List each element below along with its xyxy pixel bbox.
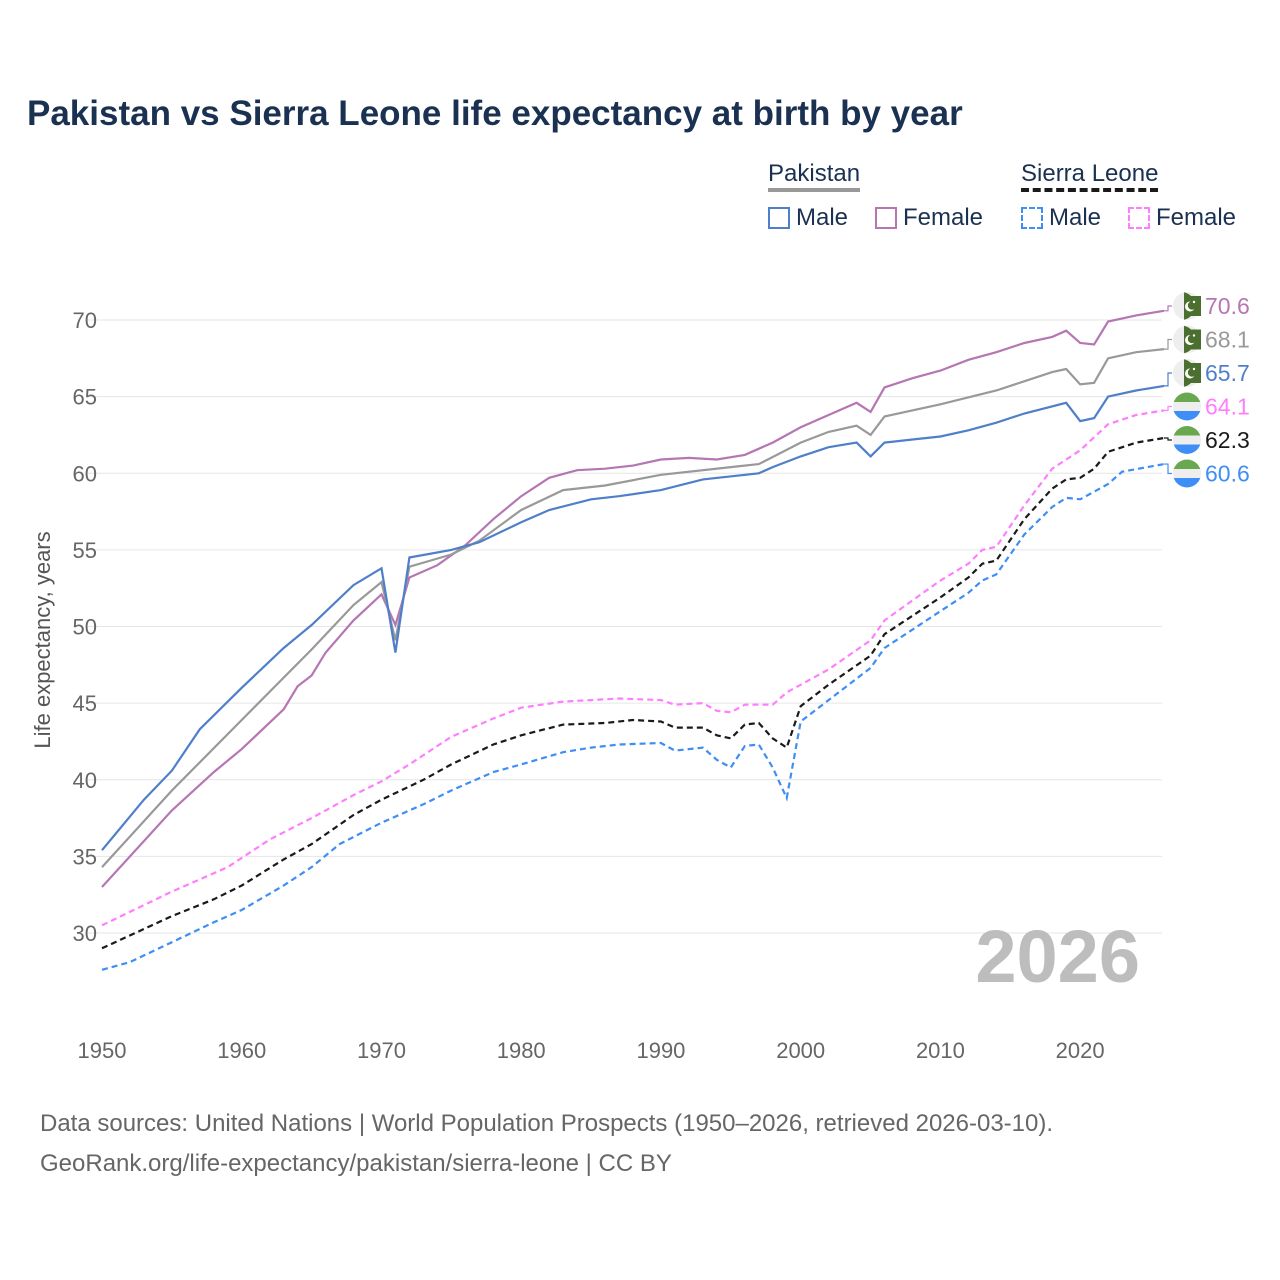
legend-sierra-leone-heading: Sierra Leone xyxy=(1021,160,1159,192)
flag-green-stripe xyxy=(1173,426,1201,436)
x-tick-label: 2000 xyxy=(776,1038,825,1063)
legend-pakistan-heading: Pakistan xyxy=(768,160,861,192)
footer-link[interactable]: GeoRank.org/life-expectancy/pakistan/sie… xyxy=(40,1150,672,1177)
flag-stripes xyxy=(1173,426,1201,454)
legend-label: Female xyxy=(1156,204,1237,231)
flag-green-stripe xyxy=(1173,392,1201,402)
end-value-label: 68.1 xyxy=(1205,327,1250,353)
label-connector xyxy=(1164,437,1172,441)
crescent-cut xyxy=(1187,301,1197,310)
legend-label: Male xyxy=(796,204,849,231)
x-tick-label: 1970 xyxy=(357,1038,406,1063)
series-line-sierra-leone xyxy=(101,436,1165,950)
legend-swatch xyxy=(875,207,897,229)
y-tick-label: 60 xyxy=(73,461,97,486)
y-axis-label: Life expectancy, years xyxy=(30,531,55,748)
legend-swatch xyxy=(1021,207,1043,229)
series-line-pakistan-male xyxy=(101,384,1165,851)
series-line-pakistan xyxy=(101,348,1165,868)
footer-sources: Data sources: United Nations | World Pop… xyxy=(40,1110,1054,1137)
legend-pakistan-male[interactable]: Male xyxy=(768,204,848,232)
y-tick-label: 65 xyxy=(73,385,97,410)
pakistan-flag-icon xyxy=(1173,359,1201,387)
y-tick-label: 70 xyxy=(73,308,97,333)
legend-sierra-leone-female[interactable]: Female xyxy=(1128,204,1236,232)
legend-swatch xyxy=(1128,207,1150,229)
flag-white-stripe xyxy=(1173,402,1201,411)
end-value-label: 60.6 xyxy=(1205,461,1250,487)
sierra-leone-flag-icon xyxy=(1173,459,1201,488)
label-connector xyxy=(1164,405,1172,412)
legend-label: Female xyxy=(903,204,984,231)
legend-sierra-leone-male[interactable]: Male xyxy=(1021,204,1101,232)
x-tick-label: 2020 xyxy=(1056,1038,1105,1063)
flag-white-stripe xyxy=(1173,435,1201,445)
year-watermark: 2026 xyxy=(975,915,1140,998)
sierra-leone-flag-icon xyxy=(1173,392,1201,421)
y-tick-label: 30 xyxy=(73,921,97,946)
y-tick-label: 55 xyxy=(73,538,97,563)
legend-pakistan-female[interactable]: Female xyxy=(875,204,983,232)
flag-blue-stripe xyxy=(1173,478,1201,488)
label-connector xyxy=(1164,338,1172,350)
chart-title: Pakistan vs Sierra Leone life expectancy… xyxy=(27,94,963,133)
y-tick-label: 40 xyxy=(73,768,97,793)
y-tick-label: 45 xyxy=(73,691,97,716)
pakistan-flag-icon xyxy=(1173,325,1201,354)
crescent-cut xyxy=(1187,334,1197,344)
end-value-label: 62.3 xyxy=(1205,427,1250,453)
x-tick-label: 1950 xyxy=(78,1038,127,1063)
flag-stripes xyxy=(1173,392,1201,421)
y-tick-label: 35 xyxy=(73,844,97,869)
star-icon xyxy=(1192,300,1196,304)
x-tick-label: 1990 xyxy=(636,1038,685,1063)
legend-swatch xyxy=(768,207,790,229)
series-line-pakistan-female xyxy=(101,309,1165,888)
label-connector xyxy=(1164,305,1172,312)
end-value-label: 70.6 xyxy=(1205,293,1250,319)
flag-stripes xyxy=(1173,459,1201,488)
flag-blue-stripe xyxy=(1173,411,1201,421)
end-value-label: 65.7 xyxy=(1205,360,1250,386)
legend-label: Male xyxy=(1049,204,1102,231)
end-value-label: 64.1 xyxy=(1205,394,1250,420)
crescent-cut xyxy=(1187,368,1197,377)
flag-blue-stripe xyxy=(1173,444,1201,454)
star-icon xyxy=(1192,334,1196,337)
y-tick-label: 50 xyxy=(73,615,97,640)
footer: Data sources: United Nations | World Pop… xyxy=(40,1104,1053,1184)
series-line-sierra-leone-female xyxy=(101,409,1165,927)
star-icon xyxy=(1192,367,1196,371)
sierra-leone-flag-icon xyxy=(1173,426,1201,454)
x-tick-label: 1980 xyxy=(497,1038,546,1063)
x-tick-label: 2010 xyxy=(916,1038,965,1063)
series-line-sierra-leone-male xyxy=(101,463,1165,971)
label-connector xyxy=(1164,372,1172,387)
x-tick-label: 1960 xyxy=(217,1038,266,1063)
flag-white-stripe xyxy=(1173,469,1201,478)
flag-green-stripe xyxy=(1173,459,1201,469)
label-connector xyxy=(1164,463,1172,475)
pakistan-flag-icon xyxy=(1173,292,1201,320)
